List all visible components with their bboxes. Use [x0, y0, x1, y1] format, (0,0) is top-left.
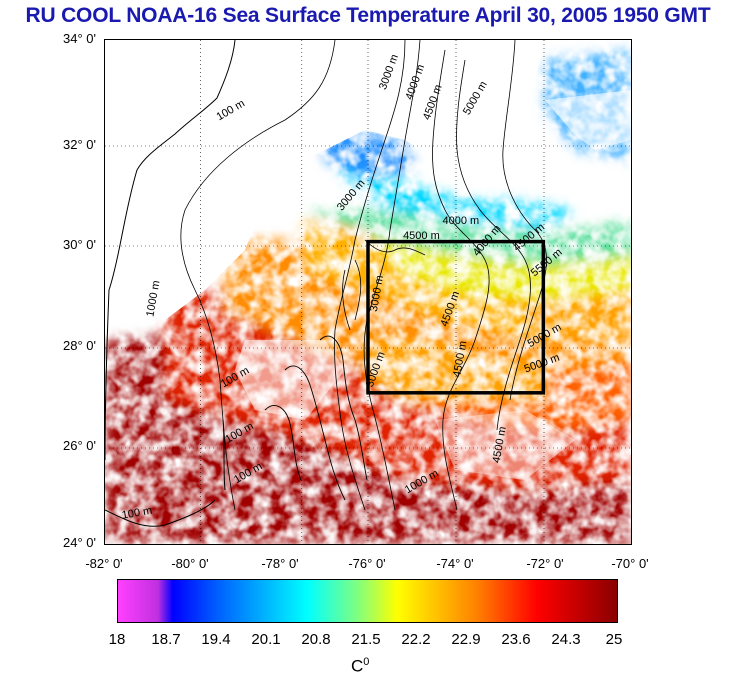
x-tick-label: -82° 0' [85, 556, 123, 571]
contour-label: 100 m [121, 505, 153, 522]
sst-map: 3000 m 4000 m 4500 m 5000 m 100 m 3000 m 4000 … [104, 39, 632, 545]
x-tick-label: -78° 0' [261, 556, 299, 571]
contour-label: 4500 m [403, 230, 440, 242]
study-area-box [366, 239, 546, 395]
x-tick-label: -76° 0' [348, 556, 386, 571]
contour-label: 4000 m [443, 215, 480, 227]
map-title: RU COOL NOAA-16 Sea Surface Temperature … [25, 4, 711, 27]
x-tick-label: -70° 0' [611, 556, 649, 571]
y-tick-label: 28° 0' [63, 338, 96, 353]
y-tick-label: 24° 0' [63, 535, 96, 550]
y-tick-label: 32° 0' [63, 137, 96, 152]
colorbar-tick: 19.4 [201, 631, 231, 648]
colorbar-tick: 24.3 [551, 631, 581, 648]
colorbar-unit: C0 [351, 656, 369, 677]
temperature-colorbar [117, 579, 618, 623]
y-tick-label: 30° 0' [63, 237, 96, 252]
colorbar-tick: 18.7 [151, 631, 181, 648]
colorbar-tick: 20.8 [301, 631, 331, 648]
colorbar-tick: 18 [108, 631, 126, 648]
colorbar-tick: 23.6 [501, 631, 531, 648]
colorbar-tick: 22.2 [401, 631, 431, 648]
x-tick-label: -74° 0' [436, 556, 474, 571]
colorbar-tick: 21.5 [351, 631, 381, 648]
bathymetry-contours [180, 40, 547, 511]
colorbar-tick: 22.9 [451, 631, 481, 648]
florida-landmass [105, 40, 235, 290]
colorbar-tick: 25 [605, 631, 623, 648]
x-tick-label: -72° 0' [526, 556, 564, 571]
colorbar-tick: 20.1 [251, 631, 281, 648]
x-tick-label: -80° 0' [171, 556, 209, 571]
colorbar-unit-letter: C [351, 656, 364, 676]
y-tick-label: 34° 0' [63, 31, 96, 46]
colorbar-unit-superscript: 0 [363, 656, 370, 668]
y-tick-label: 26° 0' [63, 438, 96, 453]
lat-lon-grid [105, 40, 631, 544]
bahamas-coastline [264, 335, 368, 501]
